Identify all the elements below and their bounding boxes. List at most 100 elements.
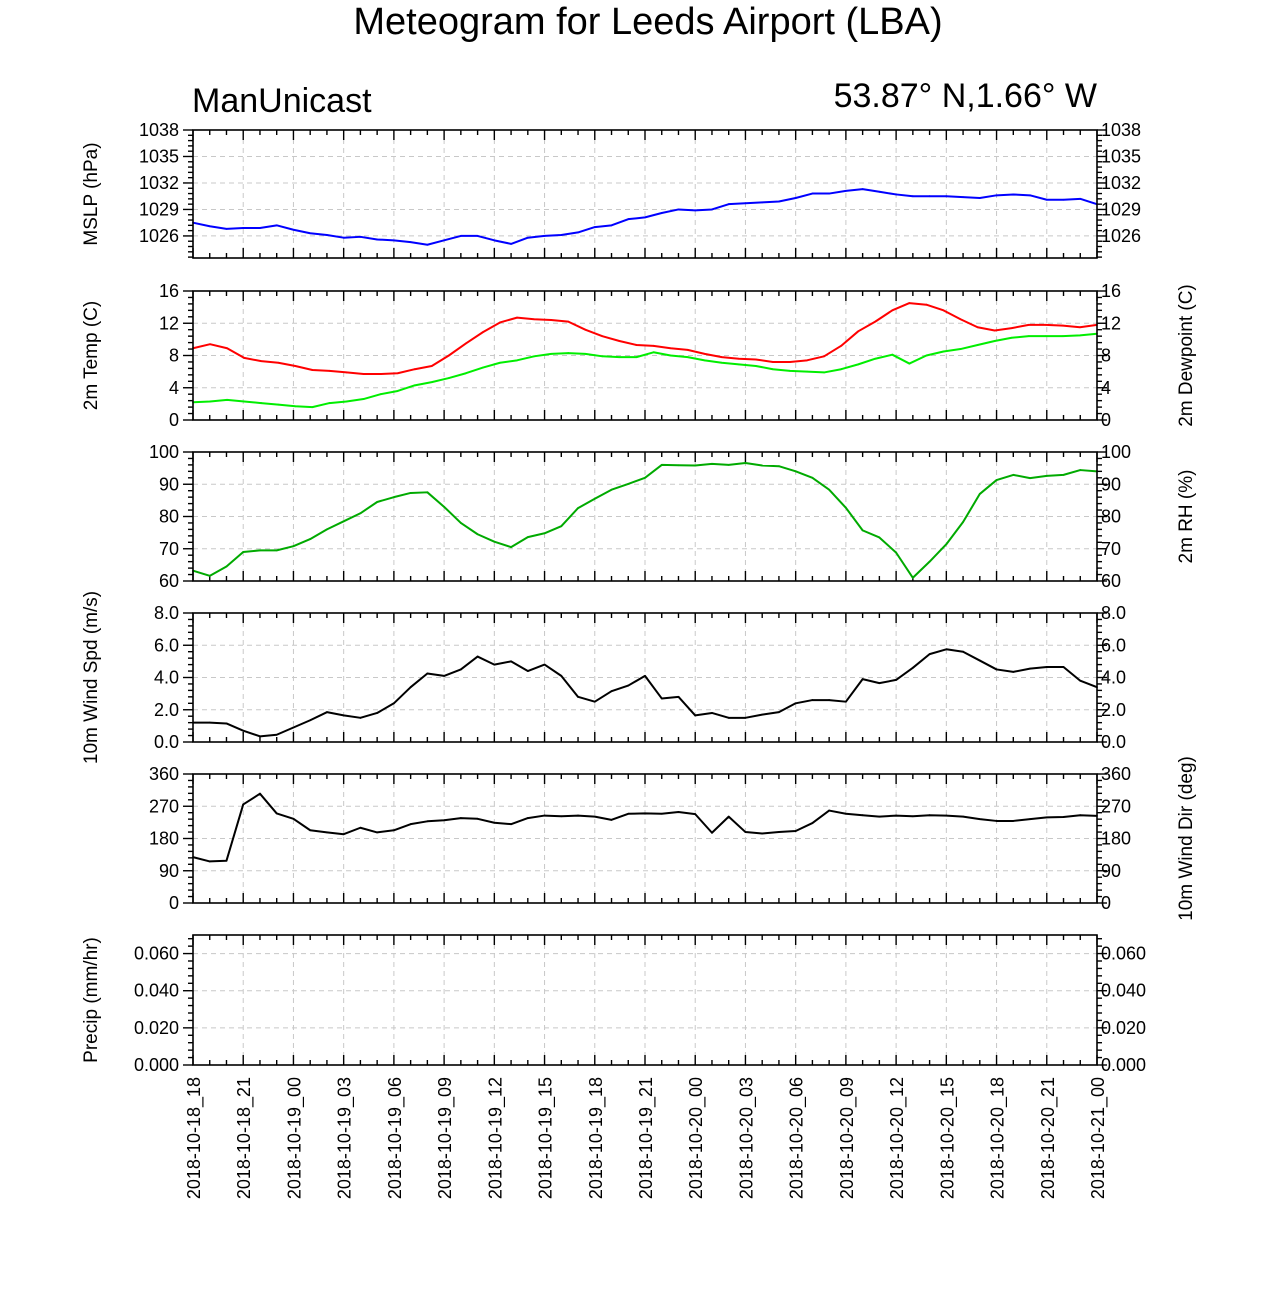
data-point (362, 373, 365, 375)
data-point (677, 695, 680, 698)
data-point (560, 815, 563, 818)
data-point (510, 242, 512, 245)
data-point (727, 716, 730, 719)
panel-frame (192, 612, 1098, 743)
y-tick-label-left: 4.0 (154, 668, 179, 688)
y-tick-label-right: 2.0 (1101, 700, 1126, 720)
data-point (1079, 197, 1082, 200)
data-point (993, 340, 996, 342)
data-point (493, 663, 496, 666)
y-tick-label-left: 270 (149, 796, 179, 816)
y-tick-label-left: 80 (159, 507, 179, 527)
data-point (1010, 336, 1013, 339)
y-tick-label-left: 8.0 (154, 603, 179, 623)
data-point (823, 371, 825, 374)
data-point (499, 321, 501, 324)
data-point (209, 400, 211, 403)
data-point (225, 859, 228, 862)
data-point (413, 368, 416, 371)
data-point (409, 241, 412, 244)
data-point (1012, 193, 1015, 196)
y-tick-label-left: 1029 (139, 199, 179, 219)
data-point (476, 655, 479, 658)
data-point (225, 227, 228, 230)
data-point (326, 528, 328, 531)
series-points-1-0 (192, 302, 1098, 375)
data-point (878, 190, 881, 193)
y-tick-label-right: 80 (1101, 507, 1121, 527)
y-tick-label-left: 1038 (139, 120, 179, 140)
data-point (510, 546, 512, 549)
data-point (593, 700, 596, 703)
data-point (447, 354, 450, 357)
y-tick-label-left: 1035 (139, 146, 179, 166)
data-point (823, 355, 825, 358)
data-point (443, 674, 446, 677)
data-point (476, 817, 479, 820)
data-point (225, 565, 228, 568)
data-point (895, 551, 898, 554)
data-point (543, 532, 546, 535)
data-point (660, 464, 663, 466)
data-point (294, 365, 297, 367)
y-tick-label-left: 0.060 (134, 944, 179, 964)
data-point (895, 814, 898, 817)
data-point (493, 821, 496, 824)
y-tick-label-right: 1026 (1101, 226, 1141, 246)
panel-frame (192, 451, 1098, 582)
y-tick-label-right: 90 (1101, 474, 1121, 494)
y-tick-label-left: 70 (159, 539, 179, 559)
data-point (744, 716, 747, 719)
left-subtitle: ManUnicast (192, 82, 372, 120)
data-point (309, 829, 312, 832)
y-tick-label-left: 1026 (139, 226, 179, 246)
panel-frame (192, 934, 1098, 1066)
data-point (426, 820, 429, 823)
data-point (476, 533, 479, 536)
data-point (493, 239, 496, 242)
panel-1: 0 0 4 4 8 8 12 12 16 16 2m Temp (C) 2m Dewpoint (C) (81, 281, 1197, 430)
data-point (510, 823, 512, 826)
data-point (711, 208, 713, 211)
data-point (911, 815, 914, 818)
data-point (711, 831, 713, 834)
y-tick-label-right: 1038 (1101, 120, 1141, 140)
data-point (962, 650, 964, 653)
y-tick-label-right: 8 (1101, 346, 1111, 366)
data-point (1045, 816, 1048, 819)
y-tick-label-left: 4 (169, 378, 179, 398)
series-points-1-1 (192, 332, 1098, 408)
data-point (652, 351, 655, 354)
y-tick-label-right: 0.020 (1101, 1018, 1146, 1038)
data-point (789, 369, 791, 372)
data-point (260, 360, 263, 363)
data-point (243, 400, 246, 403)
data-point (993, 329, 996, 332)
data-point (1062, 666, 1065, 668)
data-point (294, 405, 297, 408)
data-point (376, 712, 379, 714)
data-point (311, 406, 314, 408)
data-point (208, 574, 211, 577)
y-tick-label-right: 360 (1101, 764, 1131, 784)
x-tick-label: 2018-10-20_03 (736, 1077, 757, 1199)
y-tick-label-right: 60 (1101, 571, 1121, 591)
data-point (342, 714, 345, 717)
data-point (359, 512, 362, 515)
data-point (694, 209, 697, 212)
y-tick-label-right: 0.040 (1101, 981, 1146, 1001)
data-point (978, 197, 981, 199)
data-point (309, 538, 312, 540)
y-axis-label-right: 10m Wind Dir (deg) (1176, 756, 1197, 921)
panel-3: 0.0 0.0 2.0 2.0 4.0 4.0 6.0 6.0 8.0 8.0 10m Wind S… (81, 591, 1126, 764)
y-tick-label-right: 1035 (1101, 146, 1141, 166)
data-point (560, 234, 563, 236)
data-point (895, 679, 898, 681)
data-point (1027, 335, 1030, 338)
data-point (962, 196, 964, 198)
y-tick-label-left: 180 (149, 829, 179, 849)
data-point (413, 384, 416, 387)
data-point (844, 812, 847, 815)
x-tick-label: 2018-10-19_21 (636, 1077, 657, 1199)
data-point (978, 659, 981, 662)
